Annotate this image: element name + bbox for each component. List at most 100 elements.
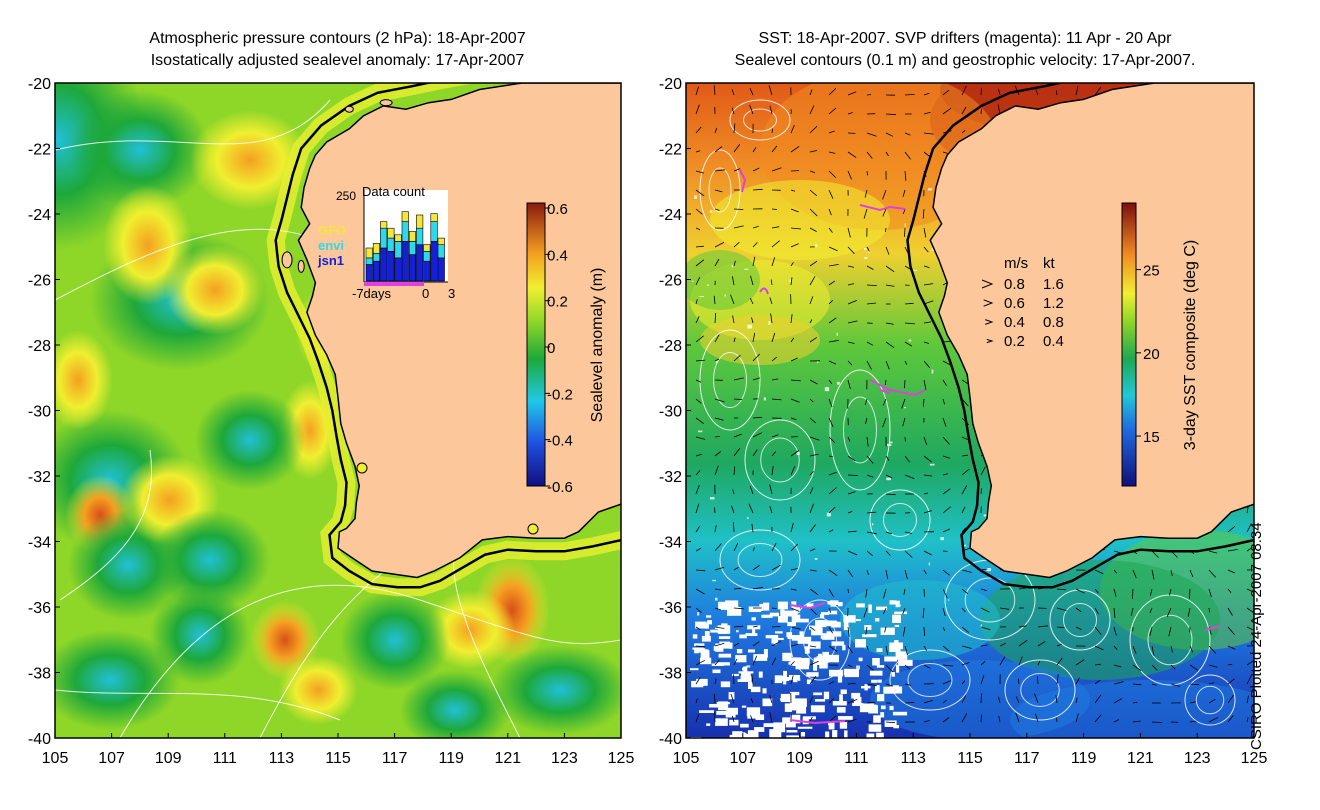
sla-tick-label: 0.2 (547, 294, 568, 311)
cloud-pixel (793, 678, 798, 683)
cloud-pixel (715, 718, 728, 726)
cloud-pixel (763, 602, 770, 611)
cloud-pixel (796, 706, 807, 714)
velocity-arrow (961, 485, 968, 495)
cloud-pixel (856, 603, 865, 608)
velocity-arrow (1227, 663, 1233, 666)
velocity-arrow (731, 107, 735, 115)
velocity-arrow (1094, 569, 1104, 575)
velocity-arrow (866, 474, 874, 478)
velocity-legend-arrow (983, 299, 994, 307)
velocity-arrow (1208, 550, 1218, 554)
cloud-pixel (880, 627, 895, 635)
sst-feature (710, 180, 890, 260)
velocity-arrow (961, 398, 969, 407)
inset-xlabel-end: 3 (448, 286, 455, 301)
velocity-arrow (828, 588, 834, 597)
cloud-pixel (780, 728, 786, 733)
velocity-arrow (713, 85, 716, 96)
velocity-arrow (752, 449, 758, 457)
cloud-pixel (699, 296, 704, 297)
velocity-arrow (961, 379, 968, 384)
cloud-pixel (736, 649, 743, 654)
velocity-arrow (750, 275, 754, 286)
velocity-arrow (997, 104, 1001, 115)
velocity-arrow (1170, 664, 1176, 670)
velocity-arrow (904, 227, 906, 237)
velocity-arrow (752, 188, 763, 191)
velocity-arrow (923, 398, 925, 407)
velocity-arrow (828, 379, 833, 384)
velocity-arrow (885, 360, 890, 370)
sealevel-contour (964, 577, 1016, 623)
velocity-arrow (1055, 695, 1058, 704)
cloud-pixel (746, 517, 749, 519)
velocity-arrow (904, 341, 913, 347)
cloud-pixel (712, 579, 716, 582)
lon-label: 123 (551, 750, 578, 767)
cloud-pixel (864, 625, 872, 630)
velocity-arrow (1094, 607, 1099, 615)
cloud-pixel (725, 600, 739, 610)
velocity-arrow (1227, 569, 1236, 574)
cloud-pixel (828, 722, 834, 726)
velocity-arrow (752, 353, 761, 362)
cloud-pixel (983, 514, 987, 517)
velocity-arrow (942, 645, 950, 652)
cloud-pixel (783, 670, 787, 680)
velocity-arrow (1018, 639, 1028, 647)
velocity-arrow (923, 227, 927, 238)
velocity-arrow (771, 378, 779, 381)
velocity-arrow (961, 436, 968, 440)
cloud-pixel (826, 512, 831, 517)
inset-bar (394, 241, 402, 259)
velocity-arrow (923, 436, 928, 446)
velocity-arrow (942, 569, 950, 576)
cloud-pixel (839, 694, 843, 703)
velocity-arrow (1189, 664, 1199, 671)
velocity-arrow (730, 294, 735, 305)
velocity-arrow (790, 450, 800, 457)
cloud-pixel (857, 696, 862, 704)
velocity-arrow (961, 626, 969, 633)
velocity-arrow (771, 226, 780, 229)
velocity-arrow (1094, 663, 1101, 666)
velocity-arrow (904, 531, 913, 534)
velocity-arrow (771, 167, 782, 172)
velocity-arrow (790, 417, 797, 421)
cloud-pixel (868, 604, 872, 613)
velocity-arrow (771, 145, 778, 153)
velocity-arrow (695, 189, 705, 197)
sla-anomaly (190, 110, 310, 210)
velocity-arrow (1151, 664, 1158, 671)
cloud-pixel (852, 703, 864, 706)
cloud-pixel (750, 686, 761, 693)
velocity-arrow (1208, 607, 1210, 613)
velocity-arrow (1075, 626, 1082, 630)
velocity-arrow (1227, 715, 1234, 723)
inset-bar (408, 231, 417, 242)
velocity-arrow (1018, 656, 1023, 666)
velocity-arrow (695, 170, 705, 174)
cloud-pixel (813, 692, 823, 696)
cloud-pixel (753, 654, 768, 661)
velocity-arrow (695, 208, 703, 215)
velocity-arrow (790, 543, 798, 552)
velocity-arrow (1151, 569, 1155, 580)
lon-label: 115 (957, 750, 983, 767)
cloud-pixel (822, 620, 837, 627)
cloud-pixel (815, 620, 827, 628)
inset-bars (365, 211, 445, 282)
velocity-legend-rows: 0.8 1.6 0.6 1.2 0.4 0.8 0.2 0.4 (981, 276, 1064, 350)
drifter-track (1204, 625, 1221, 631)
cloud-pixel (875, 618, 880, 622)
shelf-isobath (274, 83, 621, 589)
velocity-arrow (733, 377, 744, 381)
velocity-arrow (790, 522, 794, 533)
lon-label: 121 (1127, 750, 1154, 767)
velocity-arrow (1094, 714, 1102, 723)
cloud-pixel (747, 712, 760, 719)
cloud-pixel (715, 360, 718, 364)
velocity-arrow (1208, 588, 1212, 598)
cloud-pixel (828, 721, 835, 730)
